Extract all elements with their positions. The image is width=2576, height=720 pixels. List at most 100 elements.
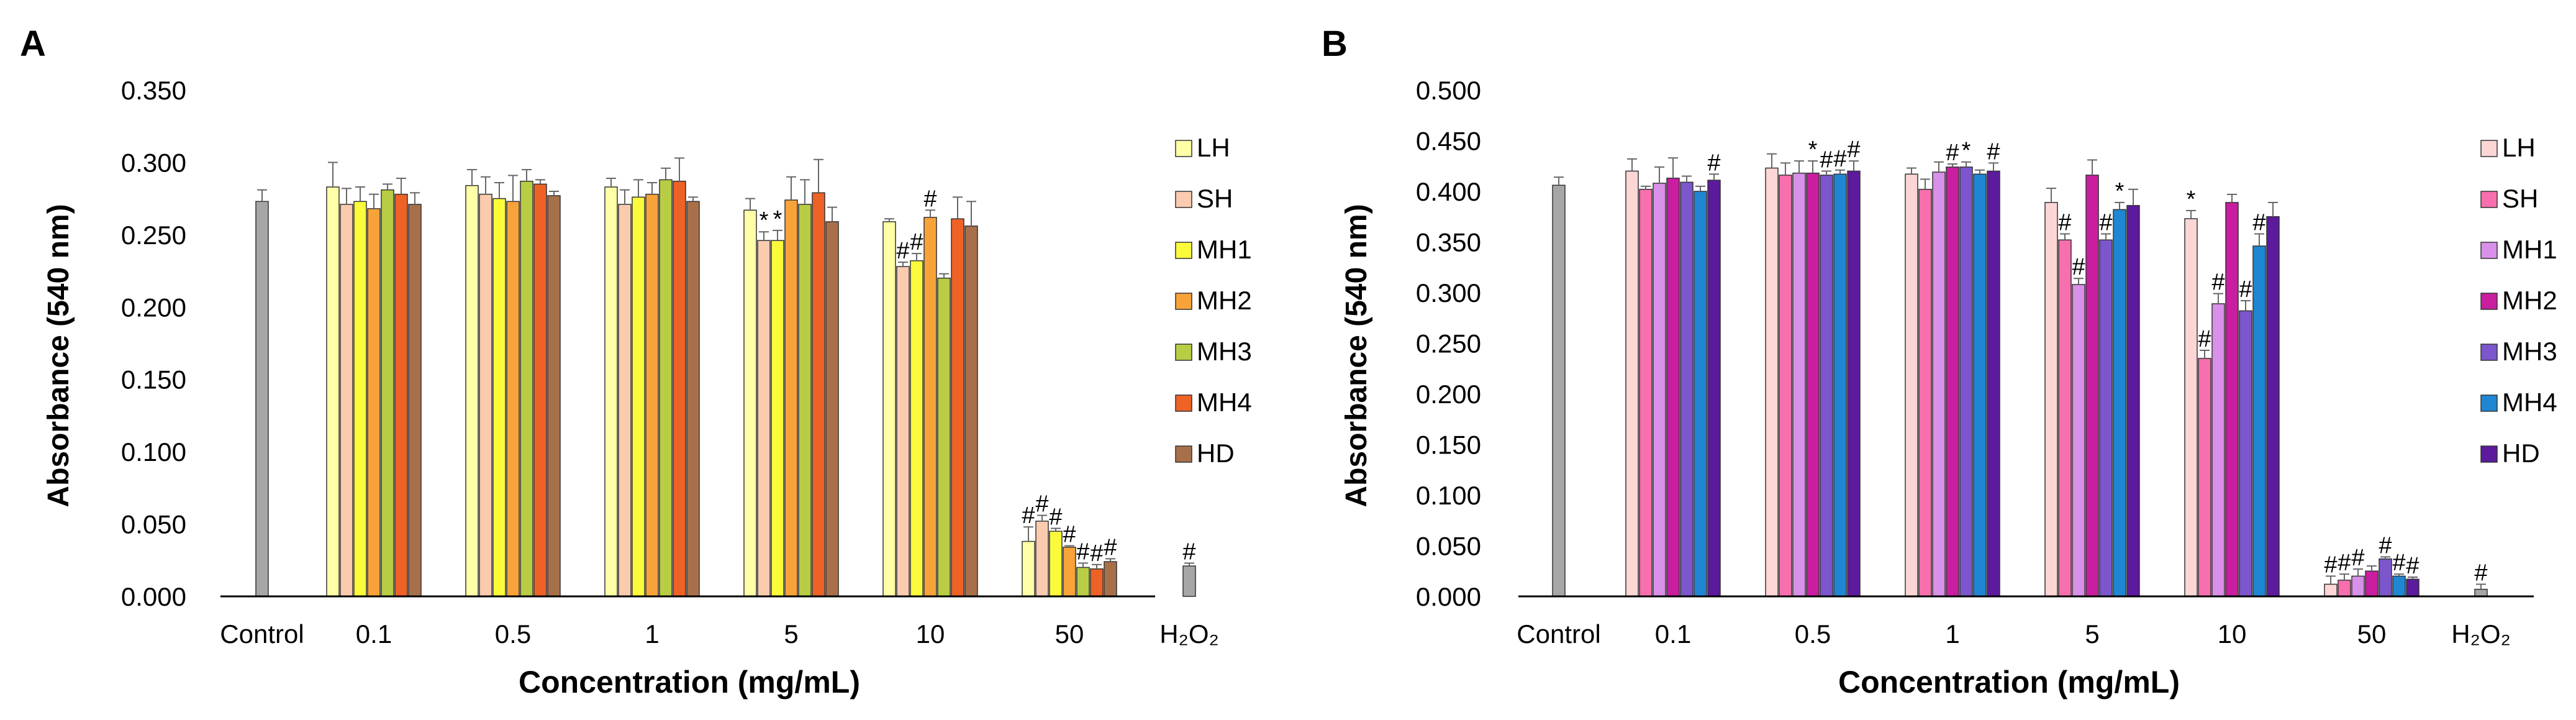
bar-mh1 — [910, 260, 923, 597]
y-tick-label: 0.100 — [121, 437, 186, 467]
x-tick-label: 10 — [2218, 619, 2247, 649]
panel-b: B0.0000.0500.1000.1500.2000.2500.3000.35… — [1322, 24, 2557, 699]
bar-mh3 — [1820, 175, 1833, 597]
significance-mark: * — [2115, 178, 2125, 204]
bar-sh — [618, 204, 632, 597]
bar-mh2 — [923, 217, 937, 597]
significance-mark: # — [896, 238, 909, 264]
bar-mh4 — [1694, 191, 1707, 597]
panel-label: B — [1322, 24, 1348, 64]
legend-label: SH — [1197, 184, 1233, 213]
y-tick-label: 0.200 — [1416, 380, 1481, 409]
significance-mark: # — [1833, 146, 1846, 172]
significance-mark: # — [1076, 539, 1089, 565]
significance-mark: # — [2058, 209, 2071, 235]
bar-hd — [964, 226, 978, 597]
bar-mh3 — [2379, 558, 2392, 597]
y-tick-label: 0.100 — [1416, 481, 1481, 510]
significance-mark: # — [2324, 552, 2337, 578]
legend-swatch — [2480, 293, 2498, 310]
bar-hd — [2406, 578, 2420, 597]
significance-mark: # — [2211, 270, 2225, 296]
significance-mark: * — [773, 206, 782, 232]
legend-label: MH4 — [2502, 388, 2557, 417]
bar-lh — [2324, 583, 2338, 597]
bar-sh — [2338, 580, 2351, 597]
legend-swatch — [1175, 242, 1192, 259]
x-tick-label: 0.5 — [495, 619, 531, 649]
y-axis-label: Absorbance (540 nm) — [42, 204, 75, 507]
bar-mh4 — [2252, 245, 2266, 597]
bar-mh1 — [632, 196, 645, 597]
bar-mh1 — [2351, 575, 2365, 597]
bar-mh3 — [1076, 567, 1090, 597]
legend-label: MH3 — [2502, 337, 2557, 366]
x-tick-label-control: Control — [220, 619, 304, 649]
bar-mh2 — [645, 193, 659, 597]
panel-a: A0.0000.0500.1000.1500.2000.2500.3000.35… — [20, 24, 1252, 699]
h2o2-bar — [2474, 588, 2488, 597]
h2o2-bar — [1182, 565, 1196, 597]
bar-sh — [479, 193, 492, 597]
bar-mh1 — [1932, 171, 1946, 597]
bar-mh4 — [1090, 568, 1104, 597]
bar-sh — [2198, 358, 2211, 597]
bar-lh — [1905, 173, 1918, 597]
legend-swatch — [2480, 191, 2498, 208]
x-axis-label: Concentration (mg/mL) — [1838, 665, 2180, 699]
significance-mark: # — [1063, 522, 1076, 548]
legend-label: MH2 — [2502, 286, 2557, 315]
significance-mark: # — [1707, 150, 1720, 176]
bar-hd — [686, 201, 700, 597]
y-axis-label: Absorbance (540 nm) — [1340, 204, 1373, 507]
x-tick-label: 0.5 — [1795, 619, 1831, 649]
legend-label: MH2 — [1197, 286, 1252, 315]
bar-hd — [408, 204, 422, 597]
significance-mark: # — [1022, 503, 1035, 529]
significance-mark: # — [2474, 560, 2487, 586]
bar-mh2 — [1063, 547, 1076, 597]
bar-mh1 — [1049, 531, 1063, 597]
bar-sh — [1639, 188, 1653, 597]
y-tick-label: 0.400 — [1416, 177, 1481, 206]
legend-label: SH — [2502, 184, 2538, 213]
bar-mh1 — [492, 198, 506, 597]
bar-hd — [825, 221, 839, 597]
legend-label: MH1 — [1197, 235, 1252, 264]
bar-mh4 — [533, 183, 547, 597]
bar-sh — [1918, 188, 1932, 597]
legend-swatch — [2480, 394, 2498, 412]
legend-swatch — [2480, 344, 2498, 361]
significance-mark: # — [1049, 504, 1062, 531]
y-tick-label: 0.200 — [121, 293, 186, 322]
bar-mh1 — [353, 201, 367, 597]
significance-mark: # — [2379, 532, 2392, 558]
control-bar — [255, 201, 269, 597]
significance-mark: # — [1987, 139, 2000, 165]
x-axis-label: Concentration (mg/mL) — [519, 665, 860, 699]
bar-lh — [743, 209, 757, 597]
bar-sh — [1779, 175, 1792, 597]
x-tick-label: 0.1 — [1655, 619, 1691, 649]
legend-swatch — [1175, 191, 1192, 208]
bar-mh1 — [1792, 172, 1806, 597]
bar-lh — [326, 186, 340, 597]
bar-mh3 — [1680, 181, 1694, 597]
significance-mark: # — [2338, 550, 2351, 576]
bar-hd — [1847, 170, 1861, 597]
significance-mark: # — [2392, 550, 2405, 576]
bar-mh2 — [2085, 175, 2099, 597]
bar-mh3 — [937, 277, 951, 597]
bar-mh1 — [771, 240, 784, 597]
bar-mh1 — [2211, 303, 2225, 597]
legend-swatch — [1175, 445, 1192, 463]
legend-swatch — [2480, 242, 2498, 259]
x-tick-label: 10 — [916, 619, 945, 649]
legend-swatch — [1175, 344, 1192, 361]
x-tick-label: 1 — [645, 619, 659, 649]
legend-swatch — [1175, 140, 1192, 157]
significance-mark: # — [923, 186, 937, 212]
significance-mark: * — [1962, 138, 1971, 164]
bar-mh1 — [1653, 183, 1666, 597]
